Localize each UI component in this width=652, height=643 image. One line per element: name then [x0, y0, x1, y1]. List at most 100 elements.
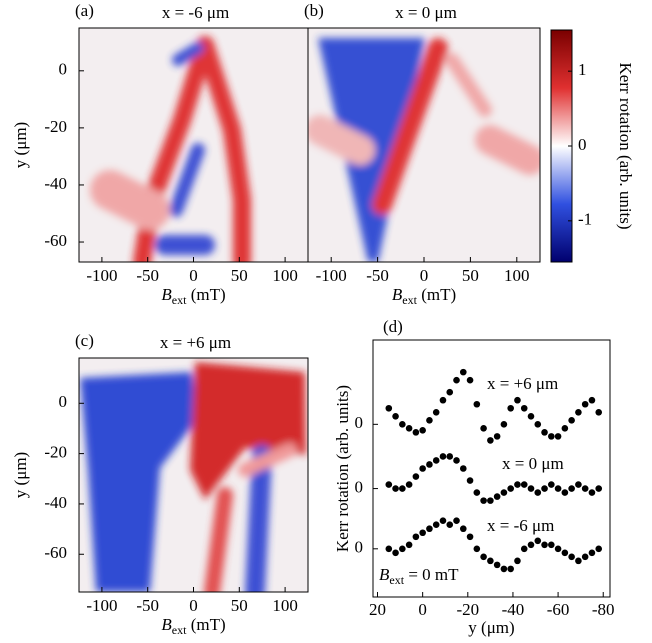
data-point — [548, 481, 555, 488]
data-point — [405, 481, 413, 488]
heatmap-feature — [445, 53, 492, 117]
x-tick-label: -100 — [316, 266, 347, 285]
data-point — [426, 417, 433, 424]
data-point — [514, 396, 521, 404]
data-point — [399, 485, 406, 492]
data-point — [541, 541, 548, 549]
x-tick-label: -50 — [136, 596, 159, 615]
data-point — [459, 525, 467, 533]
data-point — [480, 425, 487, 432]
data-point — [595, 485, 603, 492]
data-point — [575, 408, 582, 416]
data-point — [426, 461, 433, 468]
y-tick-label: -20 — [44, 443, 67, 462]
x-tick-label: 20 — [369, 600, 386, 619]
x-tick-label: -60 — [547, 600, 570, 619]
label-text: = 0 mT — [404, 565, 459, 584]
panel-title: x = +6 μm — [160, 333, 231, 352]
data-point — [581, 553, 589, 561]
x-tick-label: 0 — [189, 596, 198, 615]
y-tick-label: 0 — [355, 413, 364, 432]
y-axis-label: Kerr rotation (arb. units) — [333, 385, 352, 552]
data-point — [561, 549, 569, 557]
data-point — [399, 545, 406, 553]
data-point — [480, 497, 487, 504]
heatmap-feature — [80, 372, 198, 592]
axis-label: Bext = 0 mT — [379, 565, 459, 587]
data-point — [568, 485, 575, 492]
y-tick-label: -60 — [44, 543, 67, 562]
data-point — [399, 421, 406, 428]
x-tick-label: 50 — [462, 266, 479, 285]
colorbar-tick-label: 0 — [578, 135, 587, 154]
x-tick-label: -50 — [136, 266, 159, 285]
x-tick-label: 50 — [231, 596, 248, 615]
data-point — [459, 368, 467, 376]
data-point — [527, 412, 535, 420]
heatmap-features — [308, 38, 540, 262]
label-text: (mT) — [186, 285, 225, 304]
plot-frame — [372, 339, 611, 598]
data-point — [548, 541, 555, 549]
data-point — [473, 545, 481, 553]
data-point — [507, 404, 514, 412]
data-point — [432, 457, 440, 464]
data-point — [419, 465, 426, 472]
x-tick-label: -50 — [366, 266, 389, 285]
x-tick-label: 100 — [504, 266, 530, 285]
data-point — [392, 549, 399, 557]
x-tick-label: -80 — [592, 600, 615, 619]
heatmap-feature — [372, 38, 448, 215]
y-tick-label: -20 — [44, 117, 67, 136]
heatmap-feature — [133, 36, 214, 262]
panel-title: x = 0 μm — [395, 3, 457, 22]
data-point — [385, 545, 393, 553]
data-point — [439, 453, 447, 460]
data-point — [514, 481, 521, 488]
data-point — [385, 404, 393, 412]
data-point — [385, 481, 393, 488]
data-point — [595, 408, 603, 416]
data-point — [419, 529, 426, 537]
data-point — [581, 400, 589, 408]
data-point — [453, 457, 460, 464]
series-label: x = +6 μm — [487, 374, 558, 393]
panel-label: (b) — [304, 1, 324, 20]
y-axis-label: y (μm) — [11, 122, 30, 168]
data-point — [453, 517, 460, 525]
heatmap-feature — [190, 362, 306, 500]
heatmap-features — [90, 36, 251, 262]
data-point — [412, 429, 420, 436]
data-point — [581, 485, 589, 492]
y-axis-label: y (μm) — [11, 452, 30, 498]
axis-label: Bext (mT) — [161, 285, 225, 307]
data-point — [439, 517, 447, 525]
data-point — [575, 557, 582, 565]
label-subscript: ext — [402, 293, 417, 307]
axis-label: Bext (mT) — [392, 285, 456, 307]
x-tick-label: -40 — [502, 600, 525, 619]
data-point — [432, 408, 440, 416]
heatmap-feature — [245, 445, 272, 592]
colorbar-label: Kerr rotation (arb. units) — [616, 62, 635, 229]
data-point — [507, 565, 514, 573]
x-tick-label: 0 — [418, 600, 427, 619]
data-point — [554, 485, 562, 492]
data-point — [561, 489, 569, 496]
data-point — [507, 485, 514, 492]
colorbar-tick-label: 1 — [578, 60, 587, 79]
heatmap-feature — [172, 42, 204, 66]
heatmap-feature — [204, 487, 233, 592]
data-point — [534, 421, 542, 428]
data-point — [473, 489, 481, 496]
y-tick-label: -40 — [44, 493, 67, 512]
heatmap — [80, 362, 306, 592]
y-tick-label: 0 — [59, 60, 68, 79]
data-point — [466, 477, 474, 484]
data-point — [480, 553, 487, 561]
data-point — [459, 465, 467, 472]
label-symbol: B — [379, 565, 390, 584]
data-point — [453, 376, 460, 384]
panel-label: (c) — [75, 331, 94, 350]
